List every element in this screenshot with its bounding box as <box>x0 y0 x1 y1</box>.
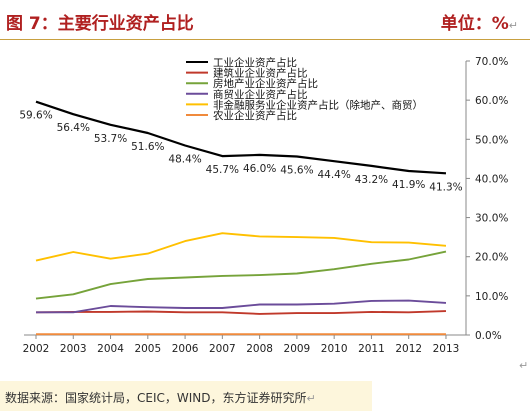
data-label: 59.6% <box>19 110 52 122</box>
data-label: 56.4% <box>57 122 90 134</box>
x-tick-label: 2011 <box>358 343 385 355</box>
chart-area: 0.0% 10.0% 20.0% 30.0% 40.0% 50.0% 60.0% 70.0% 2… <box>0 41 530 376</box>
data-label: 43.2% <box>355 174 388 186</box>
series-line <box>35 100 447 175</box>
data-label: 41.3% <box>429 181 462 193</box>
series-line <box>36 299 447 314</box>
data-label: 48.4% <box>168 154 201 166</box>
x-tick-label: 2004 <box>97 343 124 355</box>
unit-label: 单位：%↵ <box>441 9 518 34</box>
figure-header: 图 7：主要行业资产占比 单位：%↵ <box>0 0 530 40</box>
figure-title: 图 7：主要行业资产占比 <box>6 14 194 34</box>
source-note: 数据来源：国家统计局，CEIC，WIND，东方证券研究所↵ <box>5 389 316 406</box>
x-tick-label: 2007 <box>209 343 236 355</box>
y-tick-label: 50.0% <box>475 134 508 146</box>
series-line <box>35 232 447 262</box>
x-tick-label: 2002 <box>23 343 50 355</box>
data-label: 45.7% <box>206 164 239 176</box>
series-line <box>35 310 447 315</box>
paragraph-mark-icon: ↵ <box>519 359 529 372</box>
y-tick-label: 60.0% <box>475 95 508 107</box>
data-label: 46.0% <box>243 163 276 175</box>
y-tick-label: 20.0% <box>475 252 508 264</box>
legend-label: 非金融服务业企业资产占比（除地产、商贸） <box>213 98 423 111</box>
y-tick-label: 70.0% <box>475 56 508 68</box>
legend-label: 房地产业企业资产占比 <box>213 77 318 90</box>
y-tick-label: 30.0% <box>475 213 508 225</box>
legend-label: 农业企业资产占比 <box>213 109 297 122</box>
legend-label: 建筑业企业资产占比 <box>213 67 308 80</box>
legend-label: 商贸业企业资产占比 <box>213 88 308 101</box>
legend-label: 工业企业资产占比 <box>213 56 297 69</box>
data-label: 51.6% <box>131 141 164 153</box>
y-tick-label: 10.0% <box>475 291 508 303</box>
source-footer: 数据来源：国家统计局，CEIC，WIND，东方证券研究所↵ <box>0 381 372 411</box>
y-tick-label: 40.0% <box>475 173 508 185</box>
paragraph-mark-icon: ↵ <box>306 392 316 405</box>
unit-text: 单位：% <box>440 14 509 34</box>
x-tick-label: 2012 <box>395 343 422 355</box>
series-line <box>35 250 447 300</box>
x-tick-label: 2006 <box>172 343 199 355</box>
x-tick-label: 2010 <box>321 343 348 355</box>
x-tick-label: 2013 <box>433 343 460 355</box>
data-label: 53.7% <box>94 133 127 145</box>
paragraph-mark-icon: ↵ <box>508 19 518 32</box>
y-tick-label: 0.0% <box>475 330 502 342</box>
x-tick-label: 2003 <box>60 343 87 355</box>
x-tick-label: 2009 <box>284 343 311 355</box>
data-label: 44.4% <box>317 169 350 181</box>
data-label: 41.9% <box>392 179 425 191</box>
line-chart: 0.0% 10.0% 20.0% 30.0% 40.0% 50.0% 60.0% 70.0% 2… <box>19 56 508 355</box>
source-text: 数据来源：国家统计局，CEIC，WIND，东方证券研究所 <box>5 391 307 405</box>
data-label: 45.6% <box>280 165 313 177</box>
x-tick-label: 2005 <box>134 343 161 355</box>
x-tick-label: 2008 <box>246 343 273 355</box>
